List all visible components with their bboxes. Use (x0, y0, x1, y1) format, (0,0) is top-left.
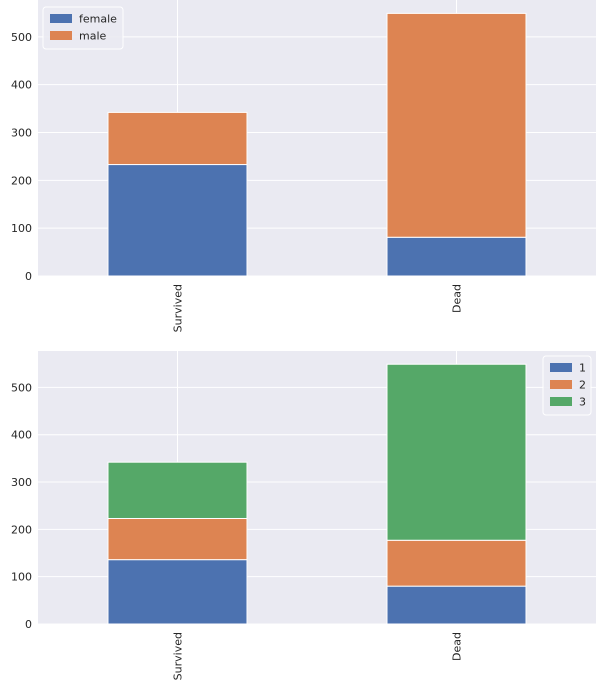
bar-dead-male (386, 12, 527, 238)
y-tick-label: 400 (11, 429, 32, 442)
legend-label: 2 (579, 379, 586, 392)
bar-survived-2 (107, 517, 248, 561)
legend-swatch (50, 31, 72, 40)
x-tick-label: Dead (451, 284, 464, 313)
y-tick-label: 200 (11, 523, 32, 536)
y-tick-label: 100 (11, 222, 32, 235)
x-tick-label: Survived (172, 284, 185, 332)
legend-swatch (50, 14, 72, 23)
y-tick-label: 0 (25, 618, 32, 631)
bar-dead-female (386, 236, 527, 277)
bar-survived-female (107, 164, 248, 277)
y-tick-label: 300 (11, 126, 32, 139)
y-tick-label: 400 (11, 79, 32, 92)
bar-survived-male (107, 111, 248, 166)
legend-label: 1 (579, 362, 586, 375)
bar-survived-1 (107, 559, 248, 625)
legend: 1 2 3 (542, 355, 592, 416)
legend-label: female (79, 13, 117, 26)
legend-swatch (550, 380, 572, 389)
x-tick-label: Dead (451, 632, 464, 661)
y-tick-label: 0 (25, 270, 32, 283)
x-tick-label: Survived (172, 632, 185, 680)
legend: female male (42, 6, 124, 50)
y-tick-label: 200 (11, 174, 32, 187)
legend-label: 3 (579, 396, 586, 409)
y-tick-label: 500 (11, 381, 32, 394)
bar-dead-2 (386, 539, 527, 587)
legend-swatch (550, 397, 572, 406)
bar-survived-3 (107, 461, 248, 519)
y-tick-label: 300 (11, 476, 32, 489)
chart-class-survival: 0 100 200 300 400 500 Survived Dead 1 2 3 (11, 351, 596, 680)
chart-sex-survival: 0 100 200 300 400 500 Survived Dead female male (11, 0, 596, 332)
y-tick-label: 100 (11, 571, 32, 584)
legend-swatch (550, 363, 572, 372)
legend-label: male (79, 30, 107, 43)
y-tick-label: 500 (11, 31, 32, 44)
bar-dead-3 (386, 363, 527, 541)
bar-dead-1 (386, 585, 527, 625)
